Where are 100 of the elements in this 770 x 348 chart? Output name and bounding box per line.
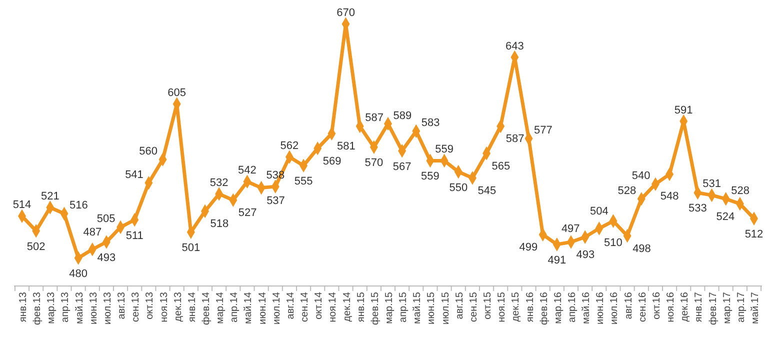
data-label: 518 xyxy=(210,218,229,230)
x-tick-label: июн.15 xyxy=(426,292,438,325)
data-label: 497 xyxy=(561,223,580,236)
x-tick-label: мар.17 xyxy=(722,292,733,324)
data-label: 499 xyxy=(519,242,538,254)
data-label: 533 xyxy=(688,202,707,215)
data-label: 502 xyxy=(26,240,46,253)
x-tick-label: авг.14 xyxy=(285,292,296,320)
data-label: 510 xyxy=(604,237,622,250)
data-label: 545 xyxy=(478,184,496,197)
x-tick-label: ноя.14 xyxy=(328,292,339,322)
x-tick-label: сен.13 xyxy=(130,292,142,322)
data-label: 577 xyxy=(534,124,552,137)
x-tick-label: окт.13 xyxy=(144,292,156,320)
data-label: 565 xyxy=(492,160,510,172)
x-tick-label: янв.14 xyxy=(186,292,198,322)
x-tick-label: сен.14 xyxy=(300,292,311,322)
data-label: 514 xyxy=(12,199,32,212)
x-tick-label: май.16 xyxy=(581,292,592,324)
x-tick-label: апр.15 xyxy=(398,292,410,322)
data-label: 512 xyxy=(744,228,764,241)
x-tick-label: июл.13 xyxy=(102,292,114,325)
data-label: 541 xyxy=(125,168,144,181)
data-label: 548 xyxy=(660,190,679,202)
x-tick-label: фев.13 xyxy=(32,292,44,326)
data-label: 480 xyxy=(69,268,88,280)
x-tick-label: янв.17 xyxy=(694,292,705,322)
data-label: 491 xyxy=(548,254,566,266)
x-tick-label: фев.14 xyxy=(201,292,212,326)
data-label: 583 xyxy=(421,117,440,130)
data-label: 562 xyxy=(280,140,299,152)
data-label: 511 xyxy=(126,230,144,242)
data-label: 537 xyxy=(266,194,285,207)
data-label: 493 xyxy=(576,248,595,261)
data-label: 527 xyxy=(238,207,257,220)
data-label: 559 xyxy=(435,144,454,156)
data-label: 559 xyxy=(421,170,440,183)
x-tick-label: июн.16 xyxy=(595,292,606,325)
x-tick-label: апр.16 xyxy=(567,292,578,322)
data-label: 643 xyxy=(506,40,524,52)
x-tick-label: апр.13 xyxy=(60,292,72,322)
x-tick-label: апр.14 xyxy=(229,292,240,322)
x-tick-label: мар.15 xyxy=(384,292,395,324)
x-tick-label: мар.16 xyxy=(552,292,564,324)
x-tick-label: ноя.13 xyxy=(158,292,170,322)
data-label: 555 xyxy=(294,176,313,188)
x-tick-label: май.15 xyxy=(412,292,424,324)
data-label: 569 xyxy=(322,155,342,168)
data-label: 498 xyxy=(632,242,651,255)
data-label: 560 xyxy=(139,145,158,158)
x-tick-label: дек.14 xyxy=(342,292,353,322)
x-tick-label: сен.15 xyxy=(468,292,480,322)
x-tick-label: июл.15 xyxy=(440,292,452,325)
data-label: 521 xyxy=(40,190,60,203)
data-label: 493 xyxy=(97,252,116,264)
data-label: 501 xyxy=(182,242,200,254)
x-tick-label: сен.16 xyxy=(637,292,648,322)
x-tick-label: янв.13 xyxy=(18,292,29,322)
x-tick-label: окт.16 xyxy=(651,292,662,320)
data-label: 587 xyxy=(365,112,384,124)
data-label: 570 xyxy=(364,157,384,170)
x-tick-label: дек.15 xyxy=(510,292,522,322)
x-tick-label: окт.15 xyxy=(482,292,494,320)
data-label: 528 xyxy=(618,184,636,197)
x-tick-label: ноя.16 xyxy=(666,292,677,322)
data-label: 542 xyxy=(238,164,256,177)
x-tick-label: июл.16 xyxy=(609,292,620,325)
x-tick-label: окт.14 xyxy=(314,292,325,320)
data-label: 532 xyxy=(210,176,228,189)
x-tick-label: авг.16 xyxy=(623,292,634,320)
x-tick-label: мар.14 xyxy=(215,292,226,324)
x-tick-label: июл.14 xyxy=(271,292,282,325)
data-label: 670 xyxy=(336,7,355,19)
x-tick-label: июн.13 xyxy=(88,292,100,325)
data-label: 589 xyxy=(393,110,412,122)
x-tick-label: дек.16 xyxy=(680,292,691,322)
data-label: 524 xyxy=(716,210,735,223)
x-tick-label: фев.15 xyxy=(370,292,381,326)
x-tick-label: дек.13 xyxy=(172,292,184,322)
data-label: 505 xyxy=(96,213,116,226)
data-label: 550 xyxy=(449,182,468,194)
x-tick-label: янв.16 xyxy=(524,292,536,322)
data-label: 605 xyxy=(168,87,186,100)
x-tick-label: апр.17 xyxy=(736,292,747,322)
data-label: 504 xyxy=(590,205,608,218)
data-label: 540 xyxy=(632,170,650,182)
data-label: 587 xyxy=(506,133,524,146)
data-label: 591 xyxy=(674,104,693,116)
x-tick-label: май.14 xyxy=(243,292,254,324)
x-tick-label: май.17 xyxy=(750,292,761,324)
data-label: 487 xyxy=(83,226,102,238)
x-tick-label: янв.15 xyxy=(356,292,367,322)
data-label: 531 xyxy=(702,178,721,190)
x-tick-label: авг.15 xyxy=(454,292,466,320)
x-tick-label: мар.13 xyxy=(46,292,58,324)
x-tick-label: июн.14 xyxy=(257,292,268,325)
x-tick-label: фев.17 xyxy=(708,292,719,326)
x-tick-label: авг.13 xyxy=(116,292,128,320)
x-tick-label: фев.16 xyxy=(538,292,550,326)
x-tick-label: ноя.15 xyxy=(496,292,508,322)
